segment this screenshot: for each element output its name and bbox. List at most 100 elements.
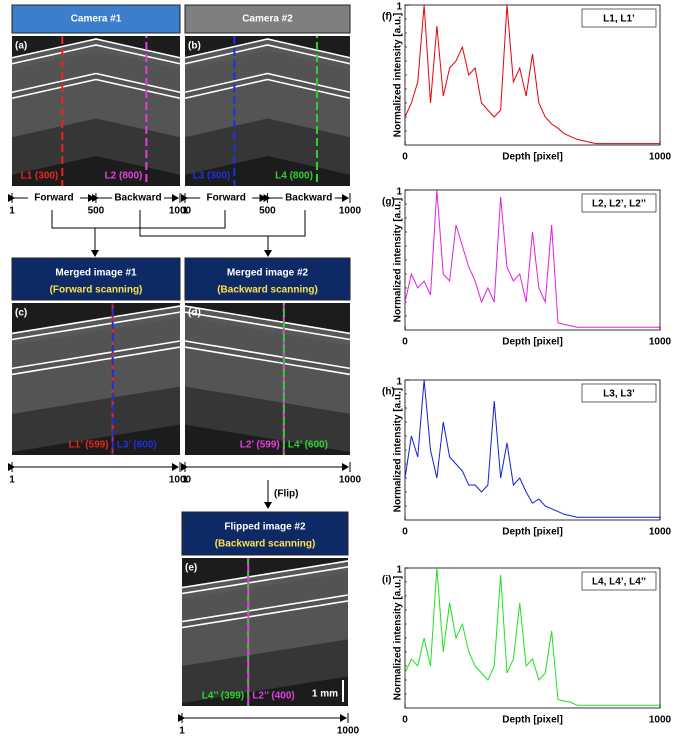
axis-tick-label: 1000 [169,475,192,486]
panel-header [11,4,181,34]
panel-header [184,4,351,34]
panel-header-subtitle: (Backward scanning) [215,539,316,550]
axis-tick-label: 1000 [169,206,192,217]
x-axis-label: Depth [pixel] [502,715,563,726]
direction-bg [27,191,80,205]
marker-label: L4 (800) [275,171,313,182]
direction-label: Forward [34,193,73,204]
marker-label: L3 (300) [193,171,231,182]
panel-label: (b) [188,41,201,52]
connector [51,210,226,229]
tissue-layer [12,342,180,414]
scale-bar-label: 1 mm [312,689,338,700]
axis-tick-label: 1 [9,206,15,217]
axis-tick-label: 1000 [339,475,362,486]
panel-header-title: Camera #1 [71,14,122,25]
tissue-layer [185,75,350,138]
legend-label: L2, L2’, L2’’ [592,199,646,210]
legend-label: L3, L3’ [603,389,635,400]
intensity-line [404,567,660,706]
tissue-layer [185,342,350,414]
flip-label: (Flip) [274,489,298,500]
direction-label: Backward [285,193,332,204]
direction-bg [111,191,164,205]
tissue-boundary [184,340,351,370]
tissue-layer [185,386,350,452]
marker-label: L3’ (600) [117,440,157,451]
axis-tick-label: 500 [259,206,276,217]
axis-tick-label: 1 [182,206,188,217]
panel-label: (g) [382,197,395,208]
legend-label: L1, L1’ [603,14,635,25]
intensity-line [404,379,660,518]
x-tick-label: 0 [402,527,408,538]
panel-label: (f) [382,12,392,23]
x-tick-label: 1000 [649,152,672,163]
tissue-layer [182,572,348,624]
tissue-layer [12,386,180,452]
x-tick-label: 0 [402,152,408,163]
direction-bg [282,191,335,205]
direction-bg [200,191,253,205]
chart: (i) Normalized intensity [a.u.] Depth [pix… [382,565,672,726]
chart: (f) Normalized intensity [a.u.] Depth [pix… [382,2,672,163]
image-panel: Camera #1 (a) L1 (300) L2 (800) 1 500 1000 Forw… [8,4,192,217]
chart: (g)Normalized intensity [a.u.] Depth [pix… [382,187,672,348]
tissue-layer [182,596,348,667]
axis-tick-label: 1000 [339,206,362,217]
marker-label: L2’ (599) [240,440,280,451]
tissue-boundary [11,44,181,65]
direction-label: Forward [206,193,245,204]
tissue-boundary [181,566,349,595]
tissue-boundary [184,38,351,59]
marker-label: L2’’ (400) [252,691,294,702]
tissue-boundary [184,78,351,100]
tissue-boundary [184,72,351,94]
x-tick-label: 0 [402,337,408,348]
x-tick-label: 1000 [649,527,672,538]
panel-header-title: Merged image #2 [227,268,309,279]
marker-label: L4’ (600) [288,440,328,451]
tissue-boundary [184,346,351,376]
tissue-boundary [181,560,349,589]
tissue-boundary [181,594,349,623]
intensity-line [404,4,660,145]
tissue-layer [12,118,180,175]
legend-box [581,8,657,28]
tissue-boundary [11,311,181,341]
y-axis-label: Normalized intensity [a.u.] [393,13,404,137]
tissue-boundary [11,305,181,335]
marker-label: L2 (800) [105,171,143,182]
panel-header-title: Flipped image #2 [224,522,306,533]
panel-header [184,257,351,301]
axis-tick-label: 1 [179,726,185,736]
x-tick-label: 0 [402,715,408,726]
legend-box [581,383,657,403]
image-panel: Merged image #1 (Forward scanning) (c) L1’ … [8,257,192,486]
x-axis-label: Depth [pixel] [502,337,563,348]
panel-header-subtitle: (Backward scanning) [217,285,318,296]
axis-tick-label: 1000 [337,726,360,736]
tissue-boundary [181,600,349,629]
legend-label: L4, L4’, L4’’ [592,577,646,588]
panel-header [11,257,181,301]
tissue-boundary [11,72,181,94]
tissue-boundary [11,340,181,370]
panel-label: (i) [382,575,391,586]
y-tick-label: 1 [396,377,402,388]
tissue-boundary [184,305,351,335]
x-tick-label: 1000 [649,715,672,726]
chart: (h)Normalized intensity [a.u.] Depth [pix… [382,377,672,538]
tissue-layer [185,318,350,370]
axis-tick-label: 1 [9,475,15,486]
panel-label: (a) [15,41,27,52]
marker-label: L1 (300) [20,171,58,182]
axis-tick-label: 1 [182,475,188,486]
x-axis-label: Depth [pixel] [502,152,563,163]
connectors [51,210,306,509]
panel-label: (e) [185,563,197,574]
direction-label: Backward [114,193,161,204]
y-axis-label: Normalized intensity [a.u.] [393,576,404,700]
tissue-boundary [184,311,351,341]
